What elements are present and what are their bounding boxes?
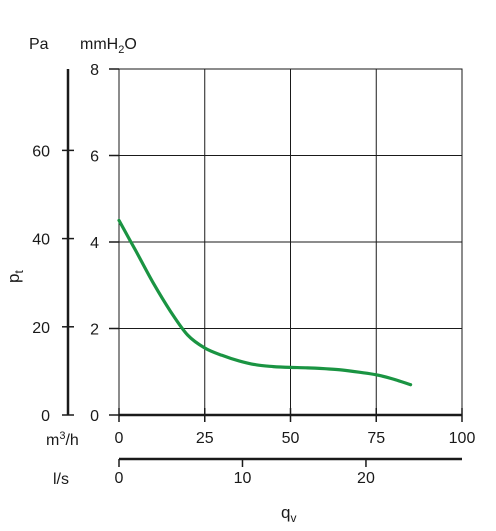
pa-tick-label: 0 [41,408,50,425]
y-axis-label: pt [4,270,26,283]
pa-tick-label: 20 [32,320,50,337]
x-tick-label: 100 [449,430,476,447]
x-tick-label: 50 [282,430,300,447]
series-line [117,218,413,387]
left-axis-unit: Pa [29,36,49,53]
mmh2o-tick-label: 0 [90,408,99,425]
series-layer [117,218,413,387]
mmh2o-tick-label: 8 [90,62,99,79]
ls-tick-label: 10 [234,470,252,487]
mmh2o-tick-label: 4 [90,235,99,252]
right-axis-unit: mmH2O [80,36,137,56]
pa-tick-label: 40 [32,232,50,249]
x-tick-label: 25 [196,430,214,447]
pa-tick-label: 60 [32,143,50,160]
ls-tick-label: 20 [357,470,375,487]
ls-tick-label: 0 [115,470,124,487]
x-axis-unit-secondary: l/s [53,471,69,488]
axes [62,68,463,467]
x-tick-label: 75 [367,430,385,447]
x-axis-label: qv [281,503,296,525]
x-axis-unit-primary: m3/h [46,430,79,449]
mmh2o-tick-label: 6 [90,149,99,166]
mmh2o-tick-label: 2 [90,322,99,339]
tick-labels: 0 20 40 60 0 2 4 6 8 0 25 50 75 100 0 10 20 [32,62,475,487]
x-tick-label: 0 [115,430,124,447]
grid [118,68,463,416]
